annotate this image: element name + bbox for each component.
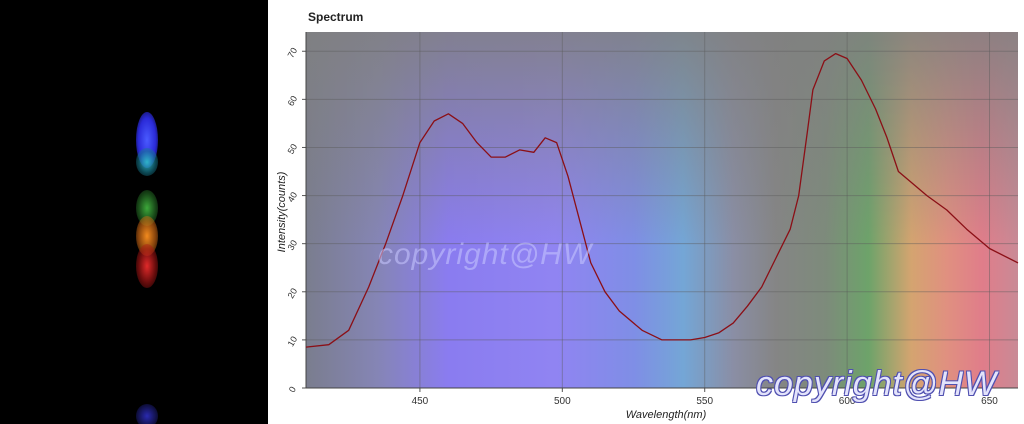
spectrum-streak-red bbox=[136, 244, 158, 288]
y-tick-label: 50 bbox=[286, 142, 300, 156]
y-tick-label: 20 bbox=[286, 286, 300, 300]
chart-panel: Spectrum bbox=[268, 0, 1024, 424]
y-tick-label: 0 bbox=[287, 385, 298, 394]
x-tick-label: 450 bbox=[412, 396, 429, 407]
watermark-center: copyright@HW bbox=[378, 238, 593, 271]
series-layer bbox=[305, 52, 1019, 348]
y-tick-label: 60 bbox=[286, 94, 300, 108]
y-axis-label: Intensity(counts) bbox=[276, 171, 288, 252]
x-tick-label: 650 bbox=[981, 396, 998, 407]
grid bbox=[306, 32, 1018, 389]
plot-background-fade bbox=[306, 32, 1018, 388]
spectrum-line bbox=[305, 52, 1019, 348]
chart-title: Spectrum bbox=[308, 10, 364, 24]
y-tick-label: 70 bbox=[286, 46, 300, 60]
x-tick-label: 600 bbox=[839, 396, 856, 407]
y-tick-label: 10 bbox=[286, 335, 300, 349]
axes: 450 500 550 600 650 0 10 20 30 40 50 60 70 bbox=[286, 32, 1018, 407]
y-tick-label: 40 bbox=[286, 190, 300, 204]
watermark-corner: copyright@HW bbox=[756, 365, 998, 403]
x-axis-label: Wavelength(nm) bbox=[626, 409, 707, 421]
spectrum-streak-violet bbox=[136, 404, 158, 424]
y-tick-label: 30 bbox=[286, 238, 300, 252]
spectrum-chart: 450 500 550 600 650 0 10 20 30 40 50 60 70 Wavelengt… bbox=[276, 32, 1019, 421]
spectrum-photo bbox=[0, 0, 268, 424]
x-tick-label: 500 bbox=[554, 396, 571, 407]
spectrum-streak-cyan bbox=[136, 148, 158, 176]
x-tick-label: 550 bbox=[696, 396, 713, 407]
